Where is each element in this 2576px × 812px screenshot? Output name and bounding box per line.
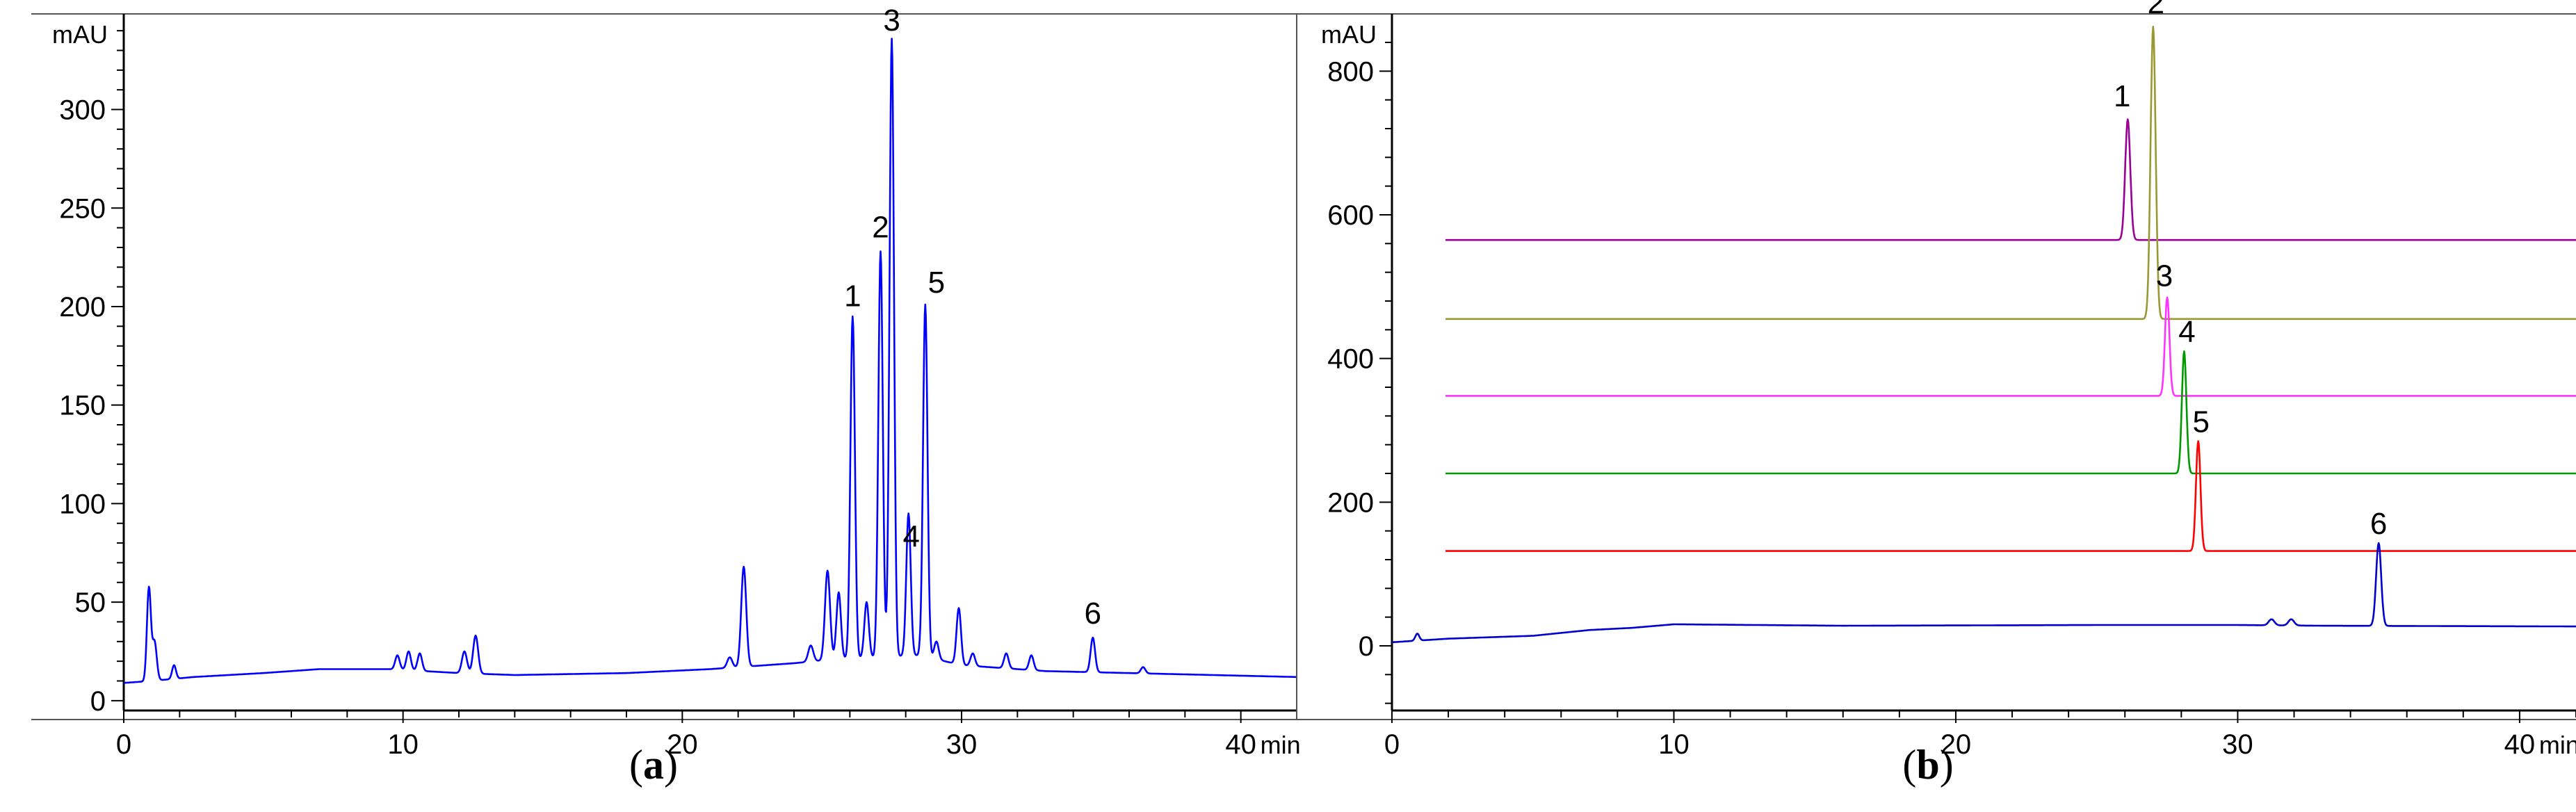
y-tick-label: 250 [59,193,106,224]
peak-point [2184,351,2185,352]
chromatogram-trace [1445,350,2576,475]
y-tick-label: 300 [59,95,106,126]
peak-label: 4 [2178,315,2195,349]
x-tick-label: 30 [2222,729,2253,760]
x-tick-label: 10 [387,729,419,760]
y-tick-label: 0 [90,686,106,717]
peak-point [154,641,155,642]
chromatogram-trace [1445,296,2576,397]
x-tick-label: 20 [1941,729,1972,760]
y-tick-label: 600 [1327,200,1374,231]
x-tick-label: 0 [1384,729,1400,760]
peak-label: 6 [2370,507,2387,541]
x-tick-label: 40 [1225,729,1256,760]
peak-point [397,655,398,656]
peak-label: 3 [883,3,900,38]
peak-point [464,651,465,652]
peak-point [852,316,853,317]
peak-label: 2 [2148,0,2164,20]
x-tick-label: 40 [2504,729,2536,760]
peak-point [880,251,881,252]
chart-panel-a: mAU 0 50 100 150 200 250 300 0 10 20 30 40 min 1 2 3 4 5 6 [0,0,1301,760]
caption-a: (a) [629,742,678,788]
chromatogram-trace [1445,26,2576,320]
y-tick-label: 200 [1327,487,1374,518]
x-tick-label: 30 [946,729,978,760]
x-unit-label: min [1261,731,1301,759]
chromatogram-trace [1445,118,2576,241]
peak-point [936,641,937,642]
peak-point [827,570,828,571]
peak-label: 5 [2192,405,2209,439]
y-tick-label: 800 [1327,56,1374,87]
x-tick-label: 10 [1658,729,1690,760]
peak-point [408,651,409,652]
y-unit-label: mAU [1321,20,1377,49]
chromatogram-trace [1445,440,2576,552]
peak-label: 4 [902,519,919,553]
chromatogram-trace [1391,542,2576,644]
y-tick-label: 400 [1327,344,1374,375]
peak-label: 3 [2156,259,2173,293]
peak-point [1031,655,1032,656]
x-unit-label: min [2539,731,2576,759]
y-tick-label: 100 [59,489,106,519]
peak-point [2167,297,2168,298]
peak-label: 1 [2114,79,2130,113]
y-unit-label: mAU [52,20,108,49]
y-tick-label: 150 [59,391,106,421]
x-tick-label: 20 [667,729,698,760]
peak-point [908,513,909,514]
peak-label: 5 [928,266,945,300]
chart-panel-b: mAU 0 200 400 600 800 0 10 20 30 40 min 1 2 34 5 6 [1296,0,2576,760]
y-tick-label: 0 [1359,631,1374,662]
y-tick-label: 200 [59,292,106,323]
peak-point [729,657,730,658]
panel-a-anchor [0,0,1,1]
y-tick-label: 50 [75,587,106,618]
caption-b: (b) [1902,742,1953,788]
chromatogram-trace [123,38,1297,684]
peak-label: 1 [844,279,861,314]
peak-point [891,38,892,39]
peak-label: 6 [1085,596,1101,631]
x-tick-label: 0 [116,729,131,760]
peak-label: 2 [872,210,889,244]
peak-point [1417,633,1418,634]
peak-point [866,602,867,603]
